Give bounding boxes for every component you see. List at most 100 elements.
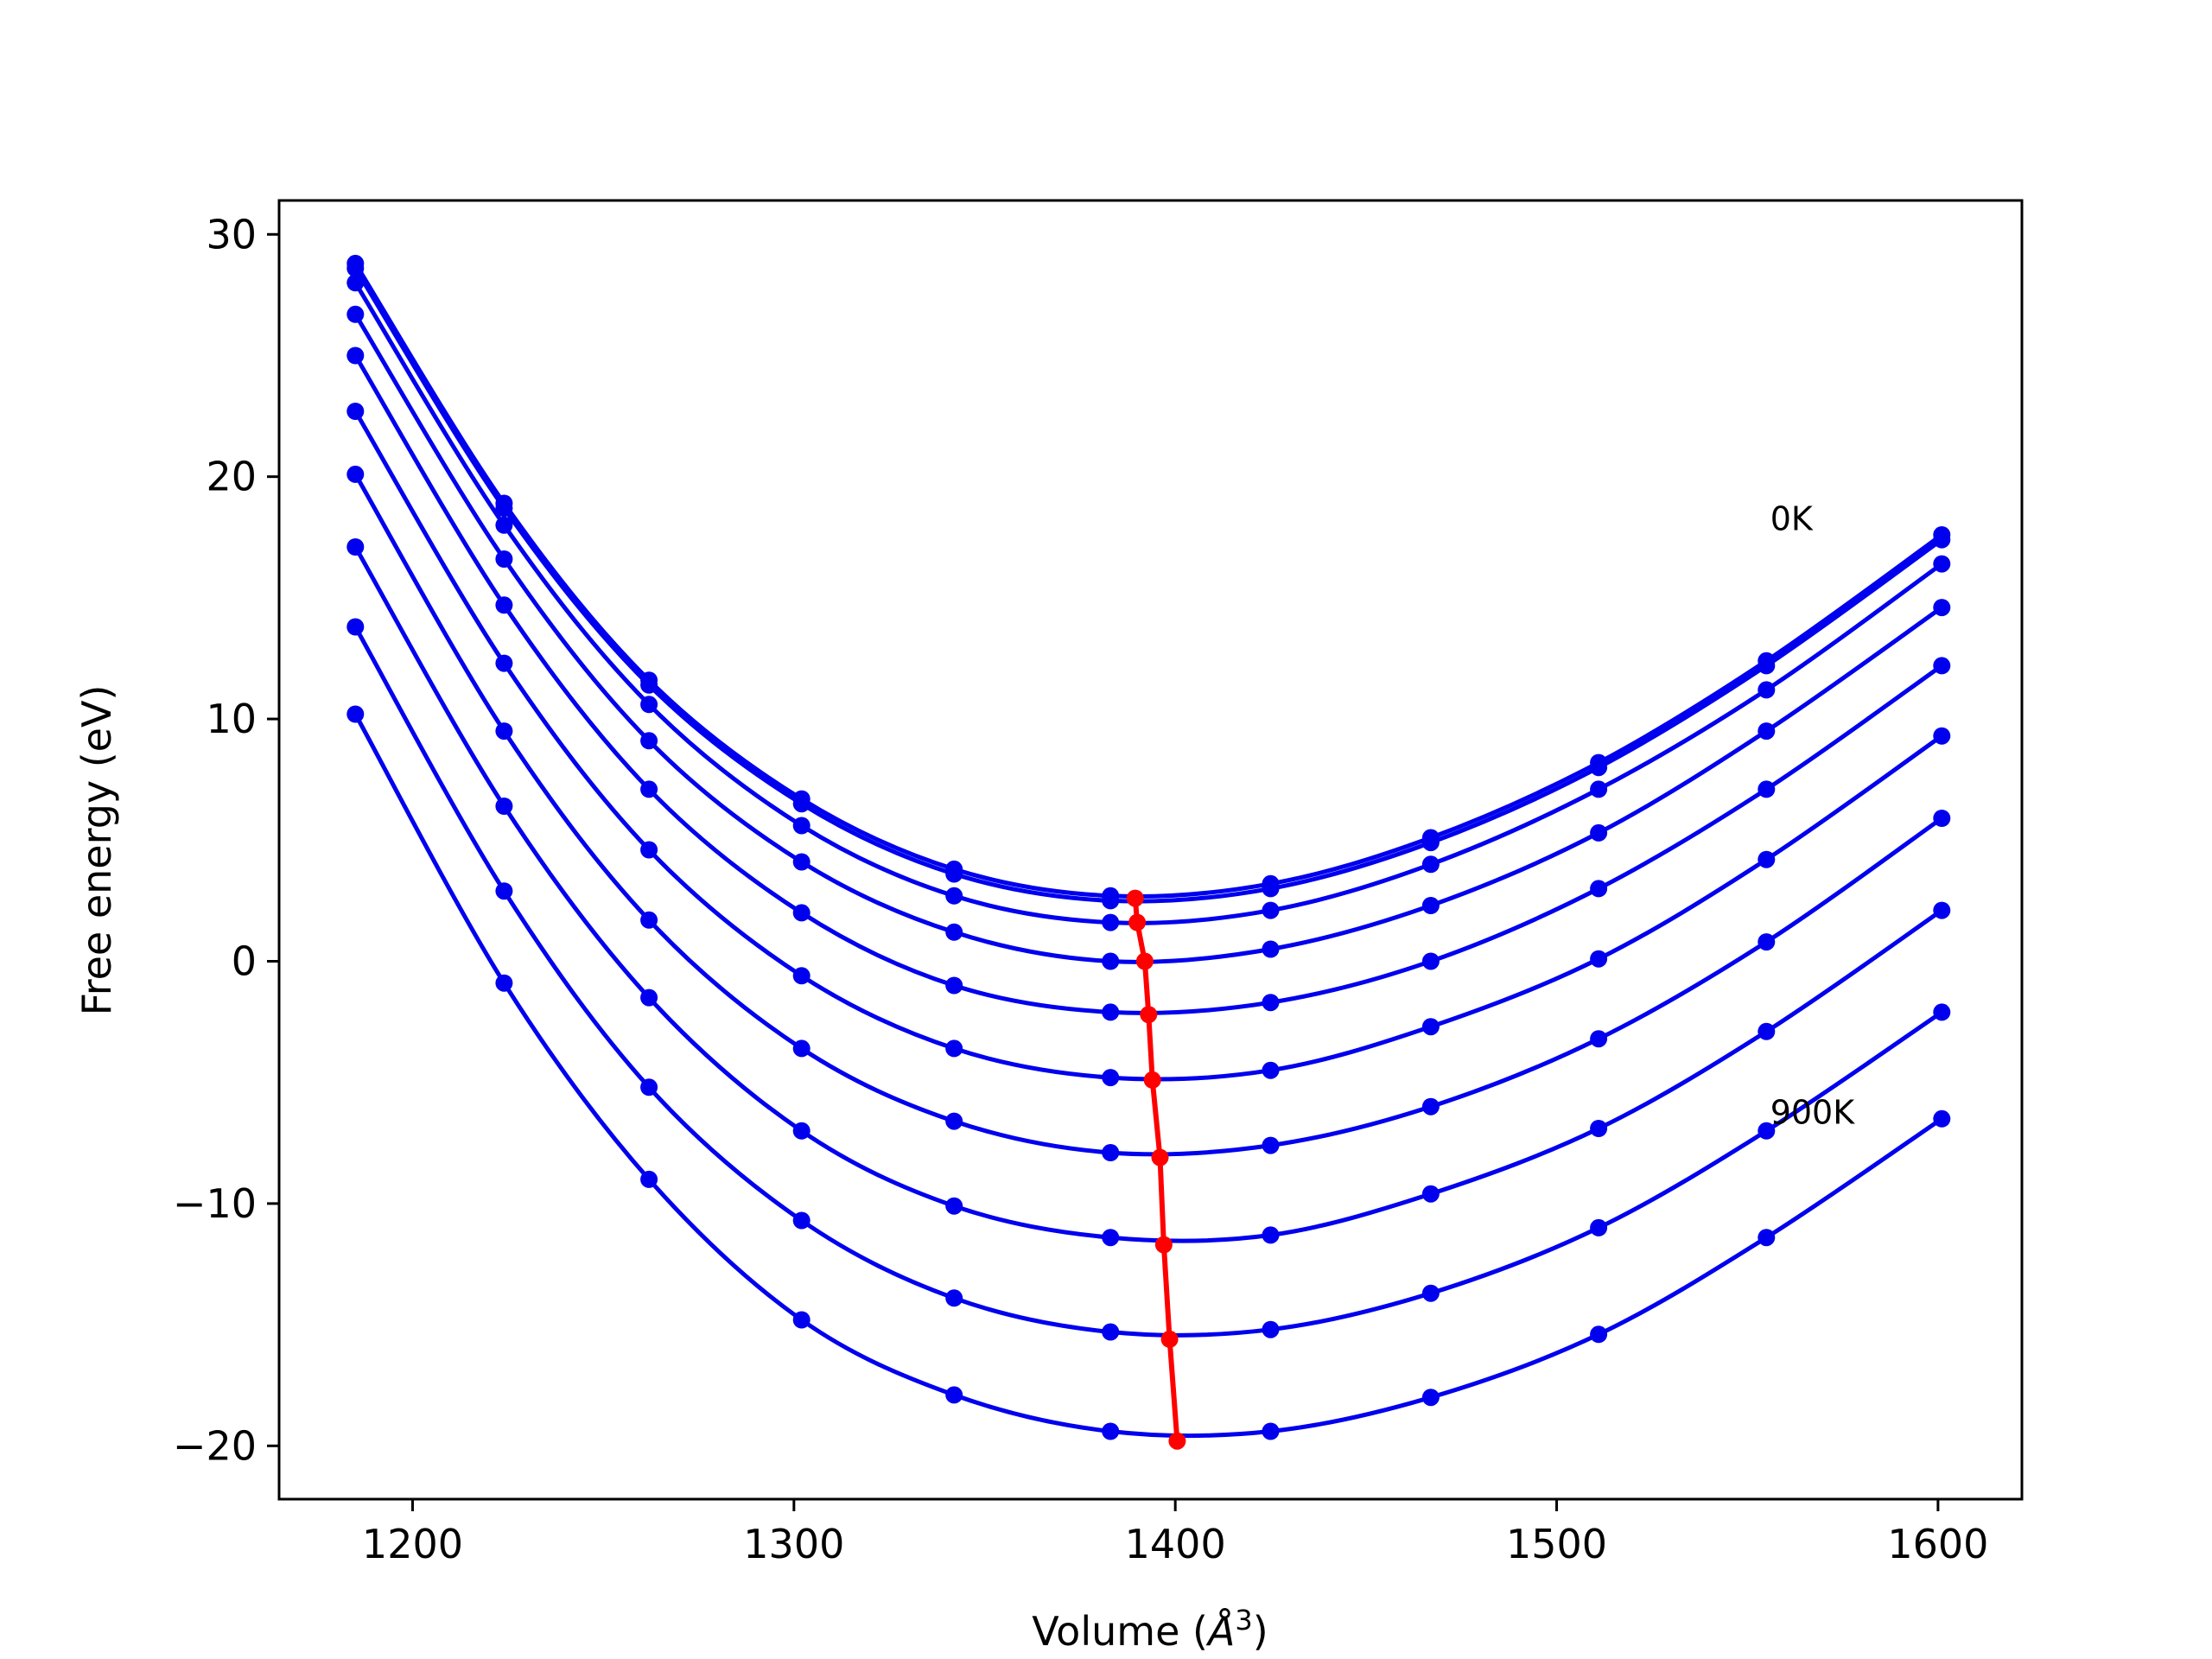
curve-2-point-4 — [945, 887, 963, 905]
curve-9-point-8 — [1590, 1325, 1608, 1344]
curve-6-point-6 — [1262, 1136, 1280, 1154]
curve-2-point-2 — [640, 696, 658, 714]
curve-9-point-10 — [1933, 1109, 1951, 1128]
curve-6-point-8 — [1590, 1030, 1608, 1048]
curve-2-point-5 — [1102, 913, 1120, 931]
curve-9-point-3 — [792, 1311, 810, 1329]
curve-7-point-0 — [346, 538, 365, 556]
curve-4-point-1 — [495, 596, 513, 614]
curve-8-point-6 — [1262, 1320, 1280, 1338]
curve-7-point-8 — [1590, 1120, 1608, 1137]
curve-9-point-9 — [1758, 1229, 1776, 1247]
curve-6-point-0 — [346, 465, 365, 483]
curve-9-point-4 — [945, 1386, 963, 1404]
minimum-point-7 — [1160, 1330, 1179, 1348]
y-axis-title: Free energy (eV) — [73, 685, 120, 1016]
minimum-point-4 — [1143, 1071, 1161, 1089]
curve-8-point-4 — [945, 1289, 963, 1307]
curve-9-point-2 — [640, 1170, 658, 1188]
curve-6-point-4 — [945, 1112, 963, 1130]
curve-8-point-1 — [495, 882, 513, 900]
curve-2-point-3 — [792, 817, 810, 835]
curve-6-point-1 — [495, 722, 513, 741]
curve-line-4 — [353, 354, 1943, 1015]
curve-5-point-2 — [640, 841, 658, 859]
curve-2-point-7 — [1421, 855, 1440, 874]
curve-5-point-5 — [1102, 1069, 1120, 1087]
curve-line-8 — [353, 626, 1943, 1338]
curve-5-point-9 — [1758, 850, 1776, 868]
x-tick-label-1: 1300 — [743, 1521, 844, 1567]
y-tick-label-0: −20 — [173, 1422, 257, 1469]
curve-7-point-10 — [1933, 901, 1951, 919]
curve-2-point-0 — [346, 274, 365, 292]
x-tick-label-4: 1600 — [1887, 1521, 1988, 1567]
x-tick-label-0: 1200 — [362, 1521, 463, 1567]
minimum-point-6 — [1154, 1236, 1173, 1254]
curve-1-point-3 — [792, 795, 810, 813]
curve-8-point-3 — [792, 1211, 810, 1230]
curve-1-point-8 — [1590, 759, 1608, 777]
curve-5-point-3 — [792, 967, 810, 985]
curve-5-point-1 — [495, 654, 513, 672]
curve-2-point-1 — [495, 516, 513, 534]
curve-4-point-10 — [1933, 657, 1951, 675]
curve-5-point-0 — [346, 403, 365, 420]
curve-8-point-2 — [640, 1078, 658, 1096]
minimum-point-3 — [1140, 1006, 1158, 1024]
y-tick-label-2: 0 — [232, 938, 257, 984]
curve-2-point-8 — [1590, 780, 1608, 798]
curve-8-point-8 — [1590, 1218, 1608, 1236]
curve-6-point-5 — [1102, 1144, 1120, 1161]
minimum-point-0 — [1126, 889, 1144, 907]
curve-1-point-9 — [1758, 657, 1776, 675]
curve-3-point-2 — [640, 732, 658, 750]
curve-9-point-5 — [1102, 1422, 1120, 1440]
curve-3-point-9 — [1758, 722, 1776, 741]
curve-3-point-1 — [495, 550, 513, 568]
curve-5-point-4 — [945, 1039, 963, 1058]
curve-4-point-3 — [792, 904, 810, 922]
curve-4-point-4 — [945, 976, 963, 995]
x-tick-label-3: 1500 — [1506, 1521, 1607, 1567]
curve-4-point-5 — [1102, 1003, 1120, 1021]
plot-frame — [277, 199, 2024, 1501]
curve-line-2 — [353, 281, 1943, 925]
curve-6-point-3 — [792, 1039, 810, 1058]
curve-3-point-10 — [1933, 599, 1951, 617]
curve-3-point-4 — [945, 923, 963, 941]
curve-7-point-5 — [1102, 1229, 1120, 1247]
curve-2-point-9 — [1758, 681, 1776, 699]
curve-1-point-10 — [1933, 531, 1951, 549]
curve-6-point-9 — [1758, 933, 1776, 951]
minimum-point-8 — [1168, 1432, 1186, 1450]
curve-4-point-6 — [1262, 994, 1280, 1012]
curve-3-point-8 — [1590, 823, 1608, 842]
minimum-point-5 — [1151, 1148, 1169, 1166]
minima-line — [1132, 898, 1180, 1441]
minimum-point-1 — [1128, 913, 1147, 931]
curve-7-point-9 — [1758, 1022, 1776, 1040]
curve-9-point-1 — [495, 974, 513, 992]
curve-3-point-5 — [1102, 952, 1120, 970]
curve-line-1 — [353, 267, 1943, 904]
curve-4-point-8 — [1590, 880, 1608, 898]
curve-7-point-2 — [640, 988, 658, 1007]
curve-6-point-7 — [1421, 1097, 1440, 1116]
curve-4-point-7 — [1421, 952, 1440, 970]
curve-9-point-0 — [346, 705, 365, 723]
curve-1-point-7 — [1421, 834, 1440, 852]
minimum-point-2 — [1135, 952, 1154, 970]
curve-1-point-0 — [346, 259, 365, 277]
curve-9-point-7 — [1421, 1389, 1440, 1407]
curve-4-point-9 — [1758, 780, 1776, 798]
curve-7-point-7 — [1421, 1185, 1440, 1203]
y-tick-label-1: −10 — [173, 1180, 257, 1227]
curve-1-point-4 — [945, 865, 963, 883]
y-tick-label-5: 30 — [206, 211, 257, 257]
annotation-0: 0K — [1770, 499, 1814, 537]
curve-8-point-10 — [1933, 1003, 1951, 1021]
curve-3-point-6 — [1262, 940, 1280, 958]
curve-7-point-3 — [792, 1122, 810, 1140]
